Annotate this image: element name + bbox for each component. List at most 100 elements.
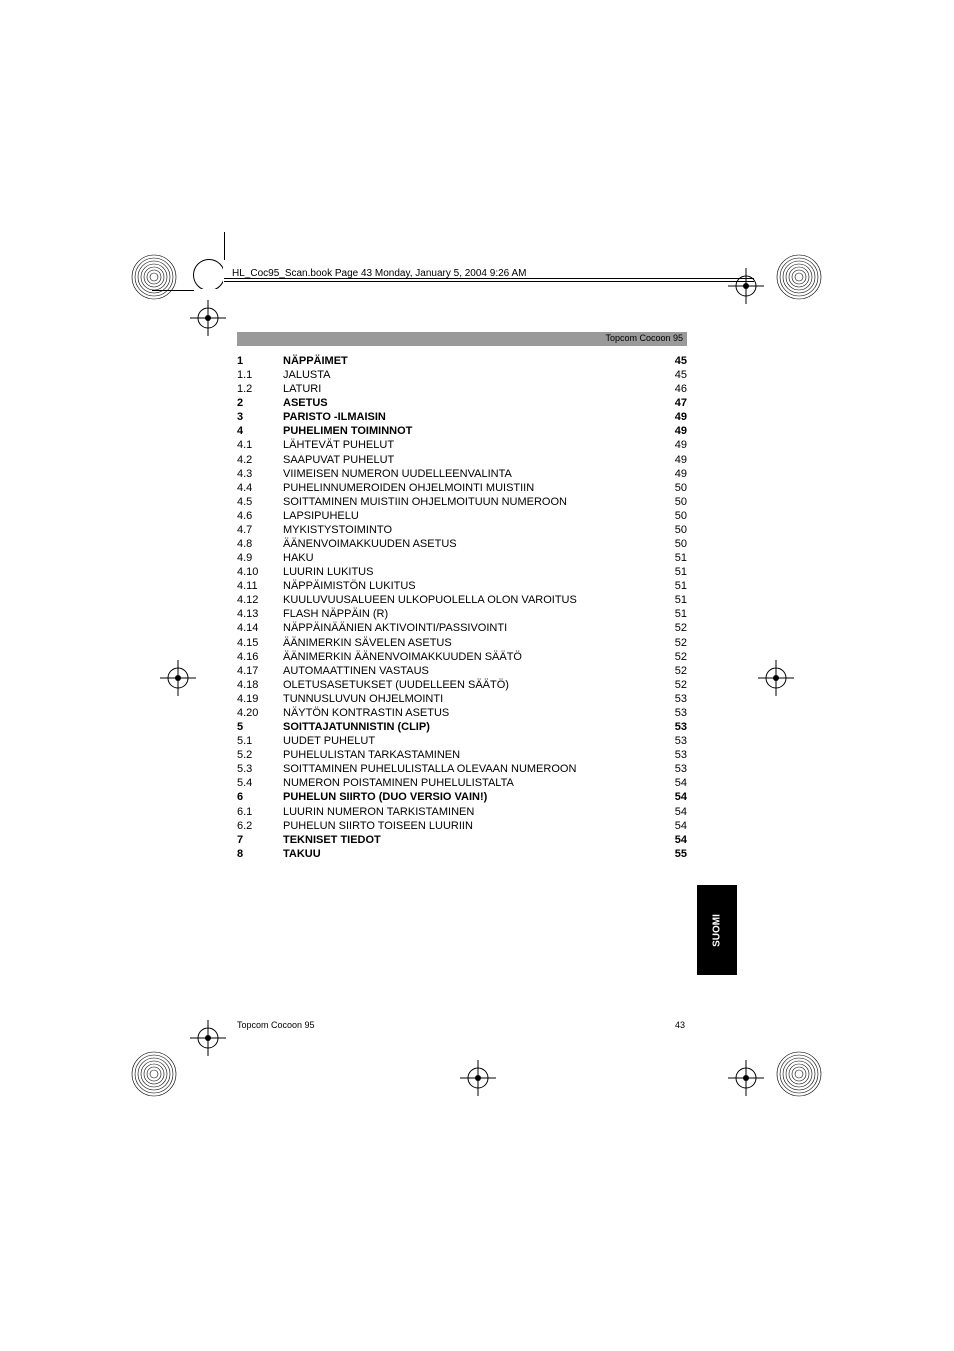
toc-page: 51 [657, 593, 687, 607]
toc-page: 50 [657, 495, 687, 509]
toc-page: 49 [657, 467, 687, 481]
toc-title: SOITTAMINEN PUHELULISTALLA OLEVAAN NUMER… [283, 762, 657, 776]
toc-number: 4.15 [237, 636, 283, 650]
toc-number: 8 [237, 847, 283, 861]
toc-title: NÄPPÄINÄÄNIEN AKTIVOINTI/PASSIVOINTI [283, 621, 657, 635]
toc-number: 6.1 [237, 805, 283, 819]
toc-number: 6.2 [237, 819, 283, 833]
toc-page: 53 [657, 692, 687, 706]
language-tab: SUOMI [697, 885, 737, 975]
toc-number: 3 [237, 410, 283, 424]
toc-row: 4.12KUULUVUUSALUEEN ULKOPUOLELLA OLON VA… [237, 593, 687, 607]
toc-row: 4.20NÄYTÖN KONTRASTIN ASETUS53 [237, 706, 687, 720]
toc-title: HAKU [283, 551, 657, 565]
toc-page: 54 [657, 819, 687, 833]
ring-icon [130, 1050, 178, 1098]
crosshair-icon [460, 1060, 496, 1096]
crosshair-icon [160, 660, 196, 696]
toc-page: 54 [657, 805, 687, 819]
toc-page: 54 [657, 776, 687, 790]
toc-number: 5.3 [237, 762, 283, 776]
toc-table: 1NÄPPÄIMET451.1JALUSTA451.2LATURI462ASET… [237, 354, 687, 861]
toc-title: SOITTAMINEN MUISTIIN OHJELMOITUUN NUMERO… [283, 495, 657, 509]
toc-number: 5.2 [237, 748, 283, 762]
toc-page: 52 [657, 621, 687, 635]
crosshair-icon [190, 300, 226, 336]
toc-title: PUHELULISTAN TARKASTAMINEN [283, 748, 657, 762]
toc-title: JALUSTA [283, 368, 657, 382]
toc-row: 4.13FLASH NÄPPÄIN (R)51 [237, 607, 687, 621]
toc-number: 4.11 [237, 579, 283, 593]
toc-number: 1 [237, 354, 283, 368]
toc-title: NÄPPÄIMET [283, 354, 657, 368]
toc-row: 1.1JALUSTA45 [237, 368, 687, 382]
toc-row: 5.3SOITTAMINEN PUHELULISTALLA OLEVAAN NU… [237, 762, 687, 776]
toc-page: 54 [657, 833, 687, 847]
toc-number: 6 [237, 790, 283, 804]
toc-number: 4.19 [237, 692, 283, 706]
footer-product: Topcom Cocoon 95 [237, 1020, 315, 1030]
toc-title: LATURI [283, 382, 657, 396]
toc-page: 45 [657, 368, 687, 382]
toc-title: SAAPUVAT PUHELUT [283, 453, 657, 467]
page-content: Topcom Cocoon 95 1NÄPPÄIMET451.1JALUSTA4… [237, 332, 687, 861]
toc-row: 4.1LÄHTEVÄT PUHELUT49 [237, 438, 687, 452]
language-tab-label: SUOMI [712, 911, 723, 951]
toc-number: 7 [237, 833, 283, 847]
toc-row: 7TEKNISET TIEDOT54 [237, 833, 687, 847]
toc-page: 49 [657, 410, 687, 424]
toc-title: NÄYTÖN KONTRASTIN ASETUS [283, 706, 657, 720]
toc-row: 4PUHELIMEN TOIMINNOT49 [237, 424, 687, 438]
toc-row: 6.1LUURIN NUMERON TARKISTAMINEN54 [237, 805, 687, 819]
toc-title: KUULUVUUSALUEEN ULKOPUOLELLA OLON VAROIT… [283, 593, 657, 607]
toc-row: 4.14NÄPPÄINÄÄNIEN AKTIVOINTI/PASSIVOINTI… [237, 621, 687, 635]
toc-title: LAPSIPUHELU [283, 509, 657, 523]
toc-row: 5.1UUDET PUHELUT53 [237, 734, 687, 748]
toc-row: 4.19TUNNUSLUVUN OHJELMOINTI53 [237, 692, 687, 706]
toc-page: 52 [657, 678, 687, 692]
toc-title: NÄPPÄIMISTÖN LUKITUS [283, 579, 657, 593]
toc-number: 4.6 [237, 509, 283, 523]
toc-page: 51 [657, 579, 687, 593]
toc-row: 5.4NUMERON POISTAMINEN PUHELULISTALTA54 [237, 776, 687, 790]
toc-row: 4.6LAPSIPUHELU50 [237, 509, 687, 523]
toc-row: 3PARISTO -ILMAISIN49 [237, 410, 687, 424]
toc-page: 51 [657, 551, 687, 565]
toc-row: 5.2PUHELULISTAN TARKASTAMINEN53 [237, 748, 687, 762]
toc-row: 4.15ÄÄNIMERKIN SÄVELEN ASETUS52 [237, 636, 687, 650]
footer-page-number: 43 [675, 1020, 685, 1030]
toc-number: 4.9 [237, 551, 283, 565]
ring-icon [130, 253, 178, 301]
toc-title: TEKNISET TIEDOT [283, 833, 657, 847]
toc-number: 4.3 [237, 467, 283, 481]
toc-page: 50 [657, 509, 687, 523]
toc-row: 1.2LATURI46 [237, 382, 687, 396]
toc-number: 4.2 [237, 453, 283, 467]
toc-number: 4.10 [237, 565, 283, 579]
toc-number: 4.7 [237, 523, 283, 537]
toc-page: 49 [657, 438, 687, 452]
crosshair-icon [728, 268, 764, 304]
toc-row: 4.11NÄPPÄIMISTÖN LUKITUS51 [237, 579, 687, 593]
toc-title: PARISTO -ILMAISIN [283, 410, 657, 424]
toc-row: 1NÄPPÄIMET45 [237, 354, 687, 368]
toc-title: PUHELUN SIIRTO (DUO VERSIO VAIN!) [283, 790, 657, 804]
toc-page: 50 [657, 537, 687, 551]
toc-title: PUHELIMEN TOIMINNOT [283, 424, 657, 438]
toc-number: 5.4 [237, 776, 283, 790]
toc-row: 4.7MYKISTYSTOIMINTO50 [237, 523, 687, 537]
toc-page: 51 [657, 565, 687, 579]
toc-number: 4.12 [237, 593, 283, 607]
toc-page: 50 [657, 481, 687, 495]
toc-title: FLASH NÄPPÄIN (R) [283, 607, 657, 621]
toc-page: 53 [657, 720, 687, 734]
toc-number: 2 [237, 396, 283, 410]
toc-title: LÄHTEVÄT PUHELUT [283, 438, 657, 452]
toc-title: ÄÄNIMERKIN SÄVELEN ASETUS [283, 636, 657, 650]
toc-number: 1.1 [237, 368, 283, 382]
crosshair-icon [728, 1060, 764, 1096]
header-bar: Topcom Cocoon 95 [237, 332, 687, 346]
crosshair-icon [758, 660, 794, 696]
ring-icon [775, 253, 823, 301]
header-product: Topcom Cocoon 95 [605, 333, 683, 343]
